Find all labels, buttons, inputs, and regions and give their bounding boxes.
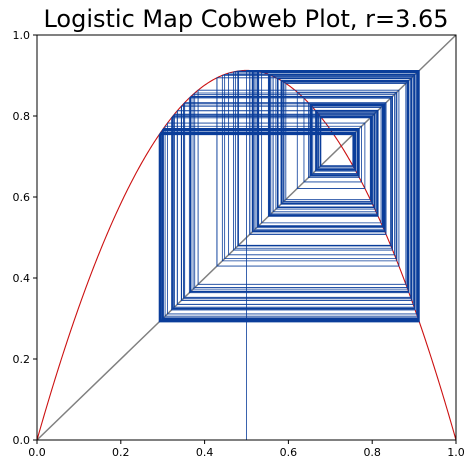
y-tick-label: 0.2 xyxy=(13,353,31,366)
y-tick-label: 0.6 xyxy=(13,191,31,204)
cobweb-path xyxy=(158,70,420,440)
plot-area: 0.0 0.2 0.4 0.6 0.8 1.0 0.0 0.2 0.4 0.6 0.8 1.0 xyxy=(13,29,465,459)
axes-frame xyxy=(36,34,457,441)
chart-title: Logistic Map Cobweb Plot, r=3.65 xyxy=(43,5,448,33)
x-tick-label: 1.0 xyxy=(447,446,465,459)
x-tick-label: 0.8 xyxy=(363,446,381,459)
x-tick-label: 0.0 xyxy=(28,446,46,459)
x-tick-label: 0.2 xyxy=(112,446,130,459)
y-tick-label: 0.0 xyxy=(13,434,31,447)
x-tick-label: 0.6 xyxy=(280,446,298,459)
y-tick-label: 0.4 xyxy=(13,272,31,285)
x-tick-label: 0.4 xyxy=(196,446,214,459)
y-tick-label: 0.8 xyxy=(13,110,31,123)
y-tick-label: 1.0 xyxy=(13,29,31,42)
